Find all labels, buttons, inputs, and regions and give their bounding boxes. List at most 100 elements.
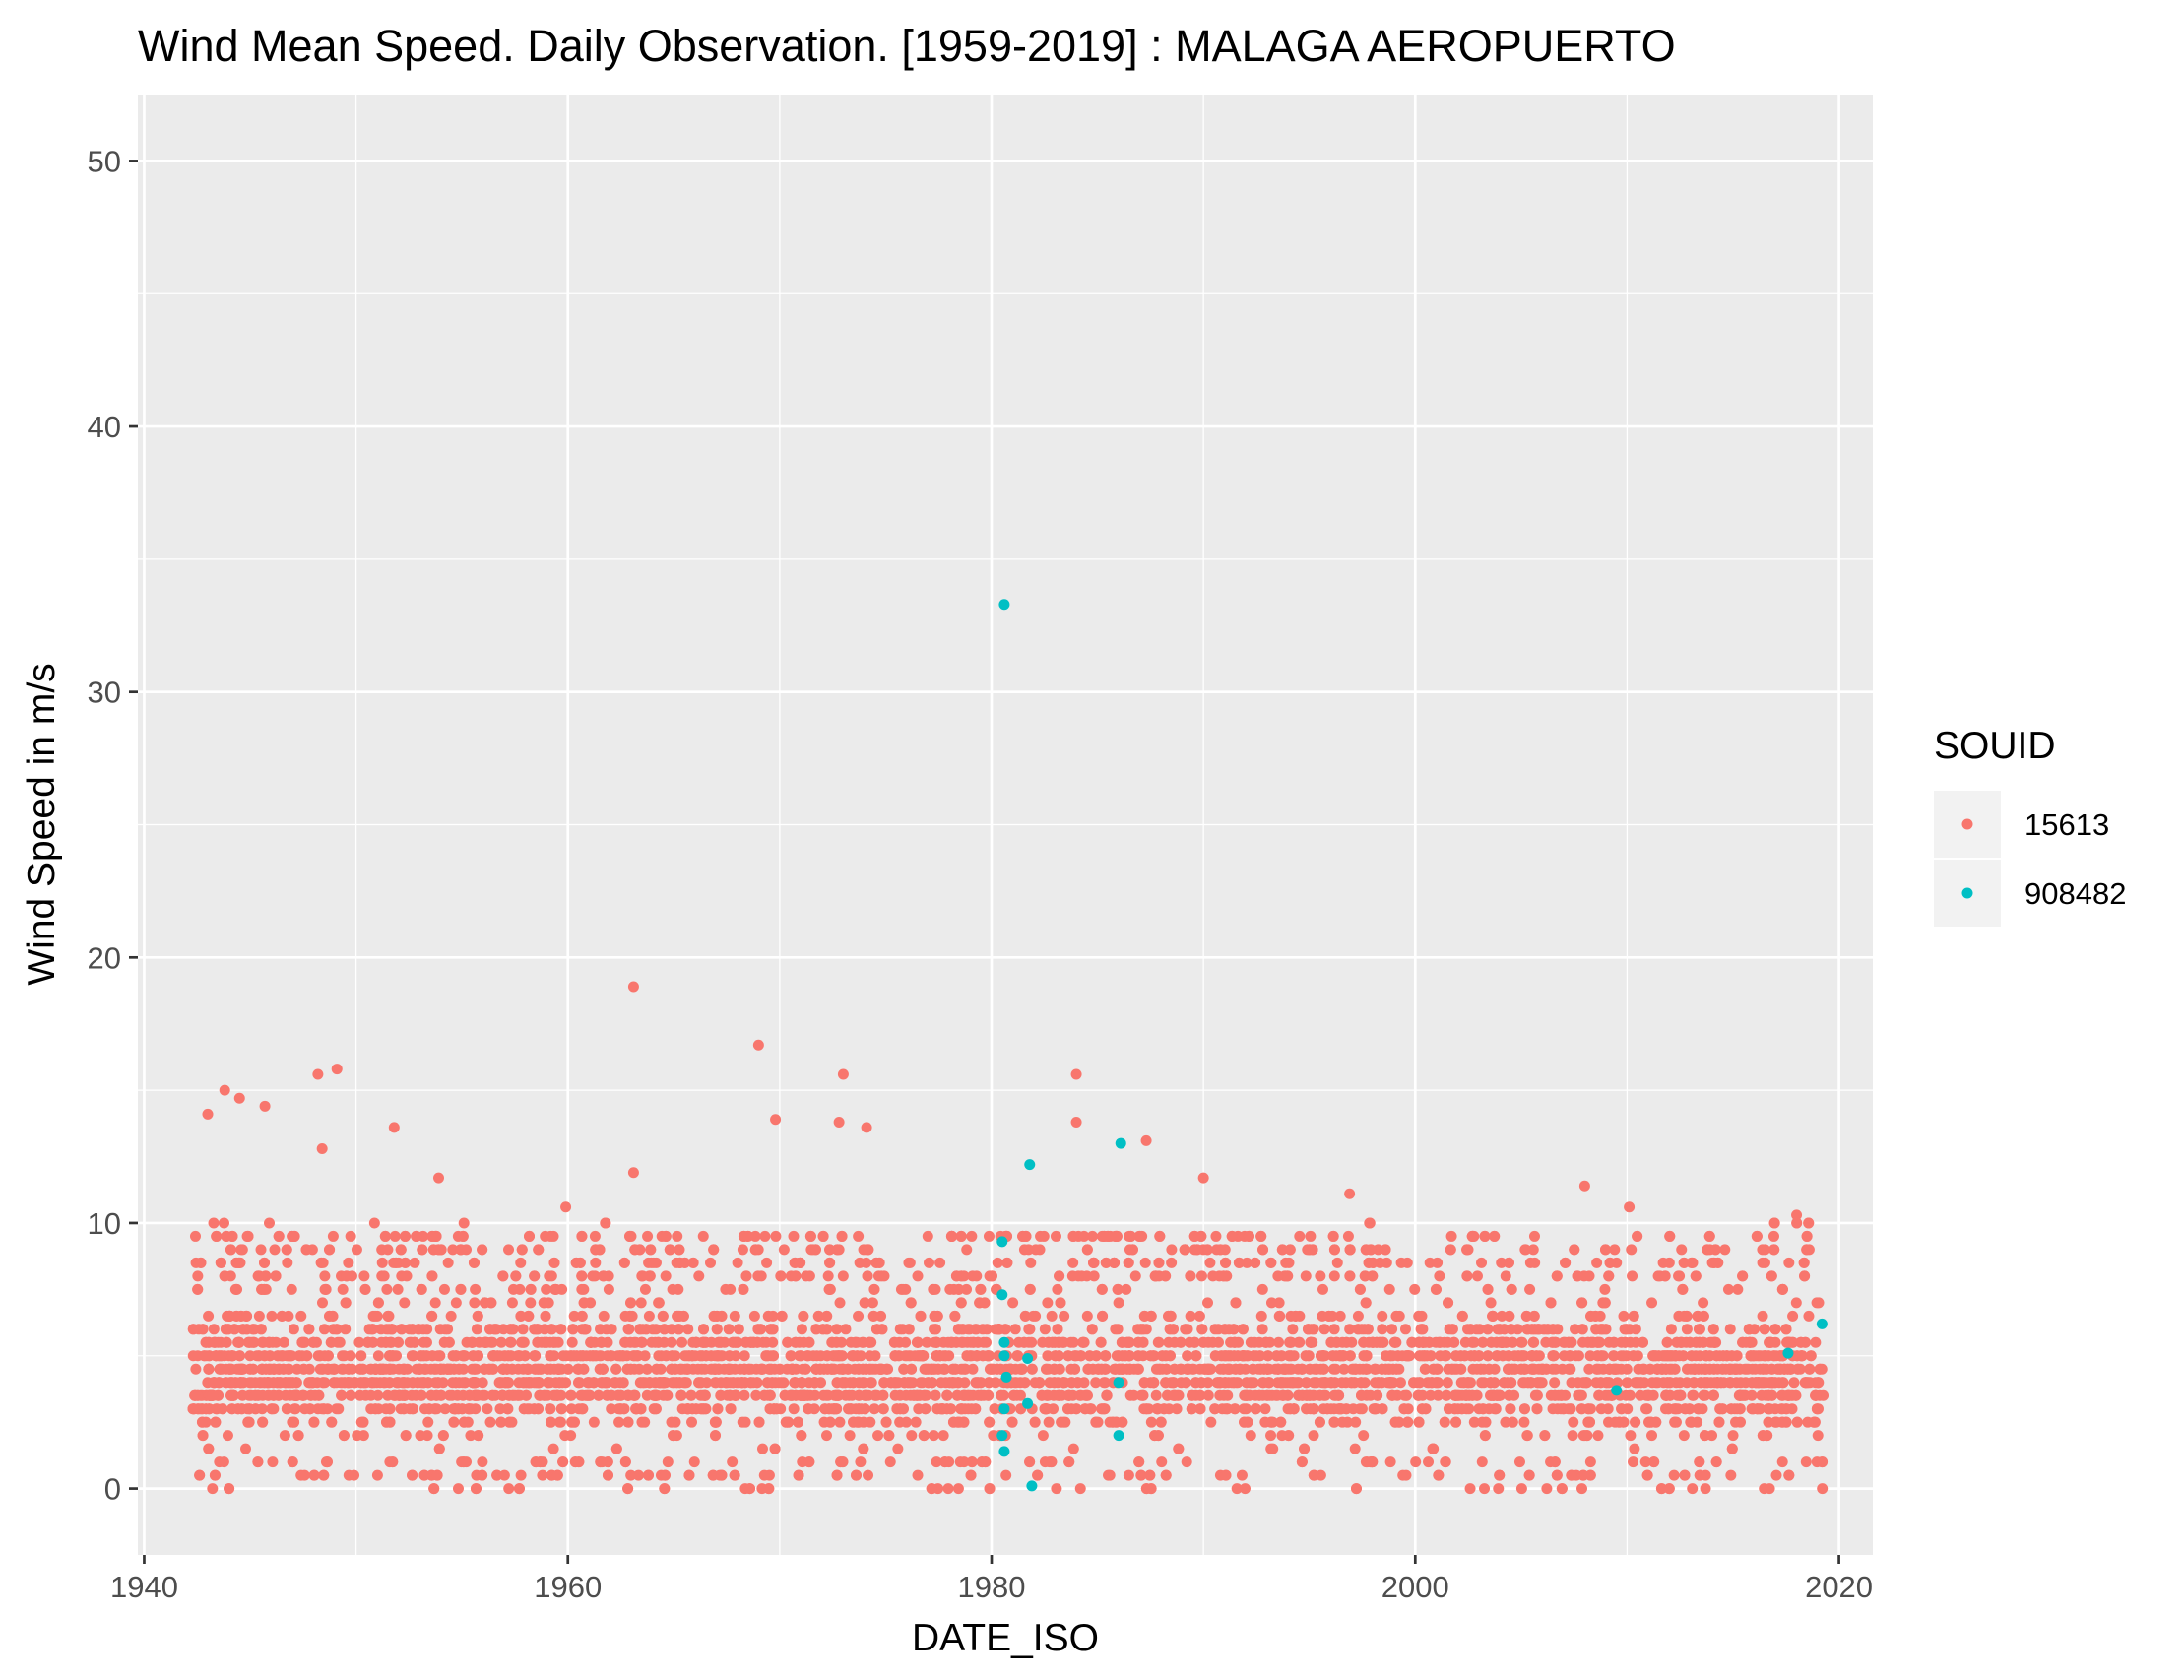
data-point-15613 bbox=[1531, 1403, 1543, 1415]
data-point-15613 bbox=[796, 1324, 807, 1335]
data-point-15613 bbox=[321, 1456, 333, 1468]
data-point-15613 bbox=[1757, 1310, 1768, 1322]
data-point-15613 bbox=[789, 1377, 801, 1389]
data-point-15613 bbox=[1805, 1350, 1817, 1362]
data-point-15613 bbox=[210, 1416, 222, 1428]
data-point-15613 bbox=[270, 1270, 282, 1282]
data-point-15613 bbox=[1692, 1403, 1703, 1415]
data-point-15613 bbox=[477, 1244, 488, 1256]
data-point-15613 bbox=[1238, 1403, 1250, 1415]
data-point-15613 bbox=[769, 1443, 781, 1454]
data-point-15613 bbox=[1099, 1377, 1111, 1389]
data-point-15613 bbox=[1195, 1270, 1207, 1282]
data-point-15613 bbox=[1293, 1389, 1305, 1401]
data-point-15613 bbox=[213, 1377, 225, 1389]
data-point-15613 bbox=[1214, 1377, 1226, 1389]
data-point-15613 bbox=[225, 1389, 237, 1401]
data-point-15613 bbox=[793, 1469, 804, 1481]
data-point-15613 bbox=[1145, 1416, 1157, 1428]
data-point-15613 bbox=[975, 1389, 987, 1401]
data-point-15613 bbox=[241, 1310, 253, 1322]
data-point-15613 bbox=[1675, 1389, 1687, 1401]
data-point-15613 bbox=[693, 1270, 705, 1282]
data-point-15613 bbox=[411, 1230, 422, 1242]
data-point-15613 bbox=[1096, 1283, 1108, 1295]
data-point-15613 bbox=[660, 1230, 672, 1242]
data-point-15613 bbox=[317, 1377, 329, 1389]
data-point-15613 bbox=[298, 1363, 310, 1375]
data-point-15613 bbox=[315, 1257, 327, 1268]
data-point-15613 bbox=[503, 1389, 515, 1401]
data-point-15613 bbox=[1776, 1456, 1788, 1468]
data-point-15613 bbox=[233, 1363, 245, 1375]
data-point-15613 bbox=[1581, 1430, 1593, 1442]
data-point-15613 bbox=[307, 1336, 319, 1348]
data-point-15613 bbox=[593, 1389, 605, 1401]
data-point-15613 bbox=[1090, 1350, 1102, 1362]
data-point-15613 bbox=[1086, 1230, 1098, 1242]
data-point-15613 bbox=[1229, 1336, 1241, 1348]
data-point-15613 bbox=[1259, 1403, 1271, 1415]
data-point-15613 bbox=[1121, 1283, 1132, 1295]
data-point-15613 bbox=[864, 1336, 875, 1348]
data-point-15613 bbox=[1441, 1389, 1452, 1401]
data-point-15613 bbox=[1180, 1324, 1191, 1335]
data-point-15613 bbox=[1181, 1456, 1192, 1468]
data-point-15613 bbox=[1796, 1350, 1808, 1362]
data-point-15613 bbox=[1726, 1443, 1738, 1454]
data-point-15613 bbox=[485, 1297, 497, 1309]
data-point-15613 bbox=[1725, 1469, 1737, 1481]
data-point-15613 bbox=[1507, 1416, 1518, 1428]
data-point-15613 bbox=[1041, 1363, 1053, 1375]
data-point-15613 bbox=[533, 1244, 545, 1256]
data-point-15613 bbox=[1432, 1257, 1444, 1268]
data-point-15613 bbox=[1445, 1230, 1457, 1242]
data-point-15613 bbox=[435, 1389, 447, 1401]
data-point-15613 bbox=[688, 1456, 700, 1468]
data-point-15613 bbox=[1461, 1244, 1473, 1256]
data-point-15613 bbox=[1668, 1469, 1680, 1481]
data-point-15613 bbox=[1446, 1363, 1458, 1375]
data-point-15613 bbox=[762, 1310, 774, 1322]
data-point-15613 bbox=[1301, 1403, 1313, 1415]
data-point-15613 bbox=[1081, 1310, 1093, 1322]
data-point-15613 bbox=[729, 1469, 740, 1481]
data-point-15613 bbox=[915, 1310, 927, 1322]
data-point-15613 bbox=[1156, 1456, 1168, 1468]
data-point-15613 bbox=[1604, 1257, 1616, 1268]
data-point-15613 bbox=[576, 1270, 588, 1282]
data-point-15613 bbox=[1201, 1244, 1213, 1256]
data-point-15613 bbox=[1209, 1350, 1221, 1362]
data-point-15613 bbox=[937, 1430, 949, 1442]
data-point-15613 bbox=[1019, 1310, 1031, 1322]
data-point-15613 bbox=[327, 1230, 339, 1242]
data-point-15613 bbox=[1209, 1324, 1221, 1335]
data-point-15613 bbox=[1590, 1324, 1602, 1335]
data-point-15613 bbox=[582, 1389, 594, 1401]
data-point-15613 bbox=[1413, 1310, 1425, 1322]
data-point-15613 bbox=[1531, 1389, 1543, 1401]
data-point-15613 bbox=[832, 1389, 844, 1401]
data-point-15613 bbox=[1650, 1416, 1662, 1428]
data-point-15613 bbox=[1426, 1377, 1438, 1389]
data-point-15613 bbox=[1301, 1377, 1313, 1389]
data-point-15613 bbox=[1541, 1483, 1553, 1495]
data-point-15613 bbox=[337, 1350, 349, 1362]
data-point-15613 bbox=[1356, 1389, 1368, 1401]
data-point-15613 bbox=[872, 1430, 884, 1442]
data-point-15613 bbox=[530, 1350, 542, 1362]
data-point-15613 bbox=[788, 1230, 800, 1242]
data-point-15613 bbox=[699, 1363, 711, 1375]
data-point-15613 bbox=[1197, 1336, 1209, 1348]
data-point-15613 bbox=[1317, 1283, 1328, 1295]
data-point-15613 bbox=[1366, 1456, 1378, 1468]
data-point-15613 bbox=[843, 1403, 855, 1415]
data-point-15613 bbox=[1434, 1336, 1445, 1348]
data-point-15613 bbox=[1018, 1336, 1030, 1348]
data-point-15613 bbox=[643, 1310, 655, 1322]
data-point-15613 bbox=[778, 1244, 790, 1256]
data-point-15613 bbox=[259, 1257, 271, 1268]
data-point-15613 bbox=[600, 1217, 611, 1229]
data-point-15613 bbox=[624, 1230, 636, 1242]
data-point-15613 bbox=[1479, 1230, 1491, 1242]
